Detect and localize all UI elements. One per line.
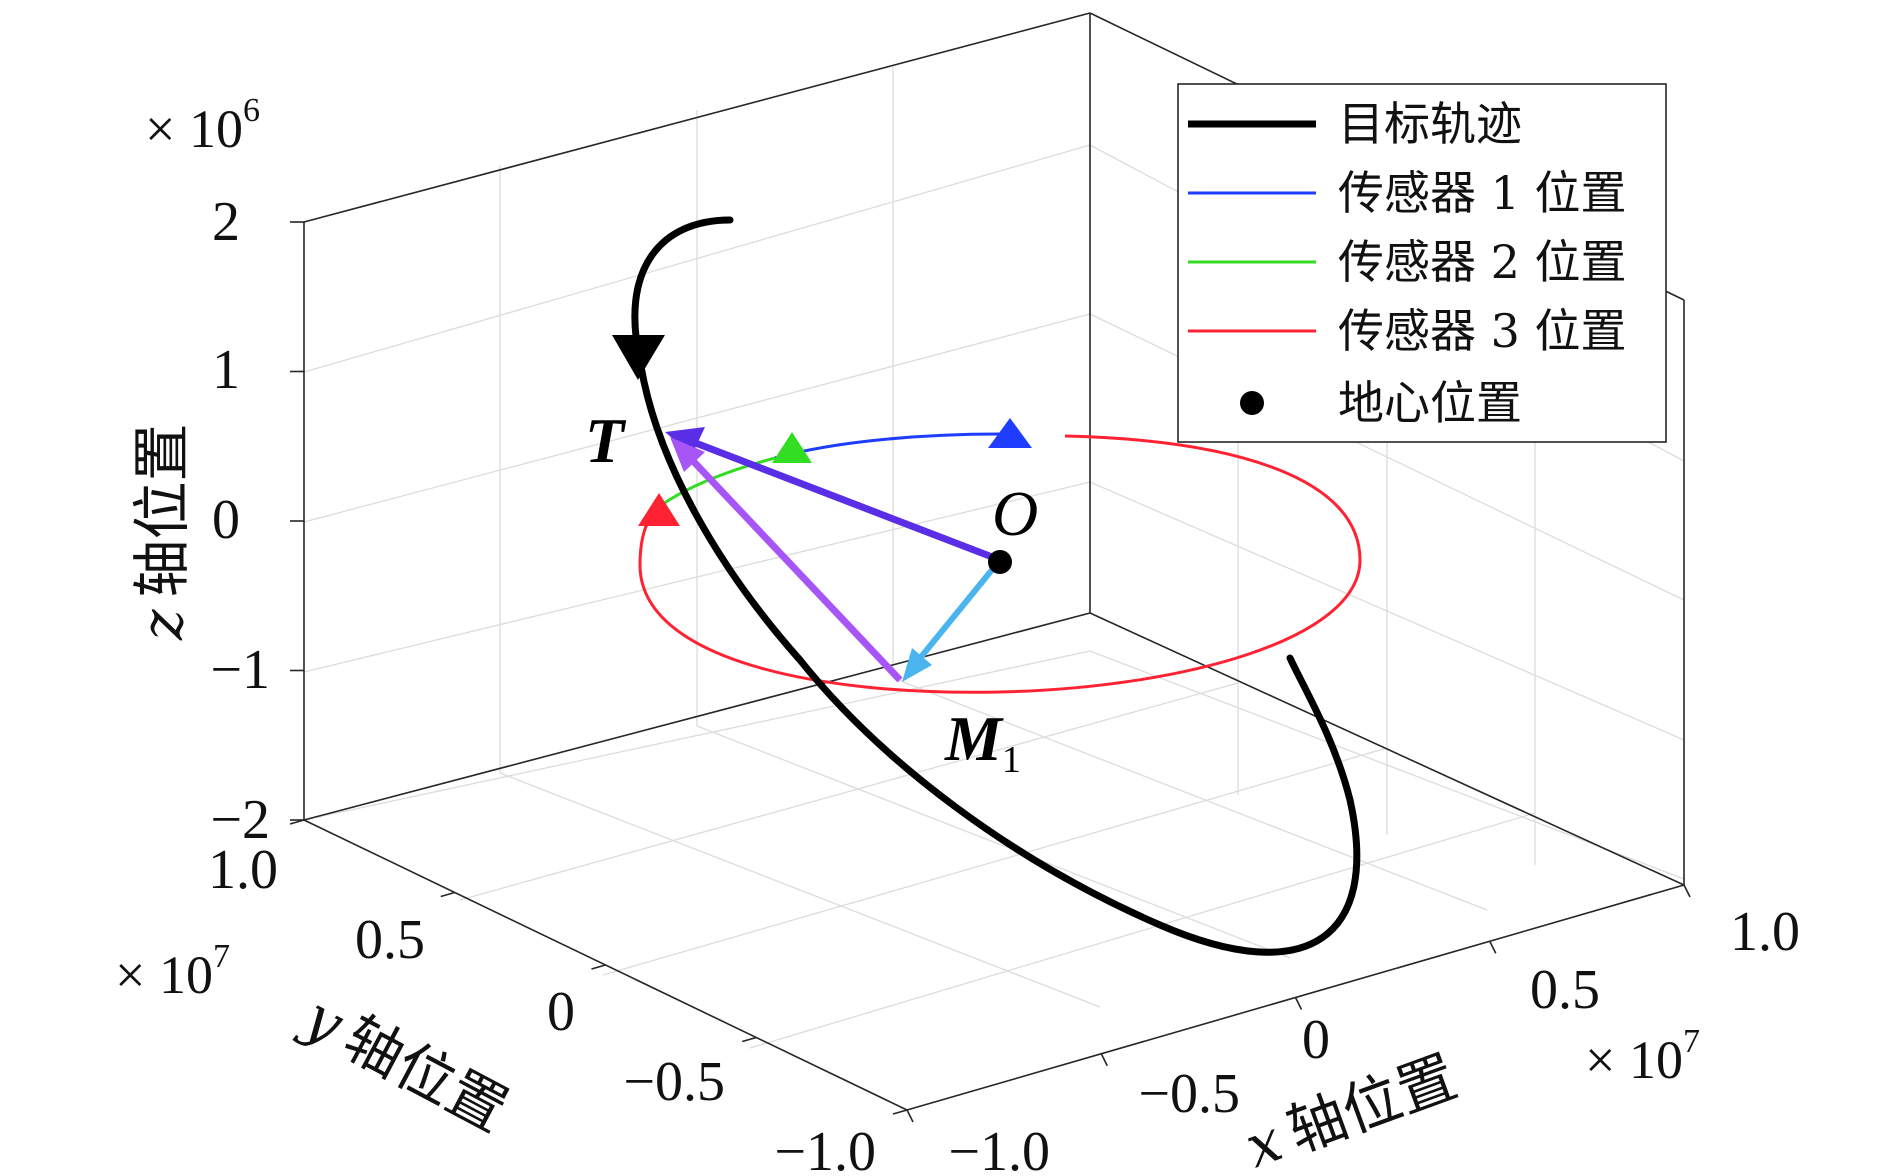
legend-label-target: 目标轨迹	[1338, 97, 1522, 151]
y-axis-multiplier: × 107	[115, 938, 230, 1005]
series-sensor3-orbit	[638, 434, 1362, 694]
x-tick-label: 0.5	[1530, 959, 1600, 1021]
grid-line	[303, 650, 1091, 821]
z-tick-labels: 2 1 0 −1 −2	[210, 191, 270, 851]
y-axis-title: y轴位置	[291, 981, 519, 1145]
axis-edge	[303, 12, 1091, 223]
z-tick-label: −2	[210, 789, 270, 851]
y-tick-label: 0	[547, 981, 575, 1043]
legend: 目标轨迹 传感器 1 位置 传感器 2 位置 传感器 3 位置 地心位置	[1177, 83, 1667, 443]
legend-label-sensor3: 传感器 3 位置	[1338, 304, 1627, 358]
y-tick-labels: 1.0 0.5 0 −0.5 −1.0	[208, 839, 876, 1176]
x-tick-labels: −1.0 −0.5 0 0.5 1.0	[948, 901, 1800, 1176]
sensor1-marker	[988, 418, 1032, 448]
tick-marks	[289, 221, 1691, 1123]
label-M1: M1	[944, 703, 1021, 781]
vector-O-to-M1	[909, 558, 1003, 670]
x-tick-label: 1.0	[1730, 901, 1800, 963]
sensor2-marker	[772, 432, 812, 463]
legend-label-sensor2: 传感器 2 位置	[1338, 235, 1627, 289]
earth-center-dot	[988, 550, 1012, 574]
axis-edge	[303, 612, 1091, 821]
y-tick-label: 0.5	[355, 909, 425, 971]
label-M-subscript: 1	[1002, 739, 1021, 781]
x-tick-label: −1.0	[948, 1121, 1050, 1176]
z-tick-label: 1	[212, 339, 240, 401]
tick-mark	[906, 1109, 914, 1123]
x-tick-label: 0	[1302, 1009, 1330, 1071]
x-tick-label: −0.5	[1138, 1063, 1240, 1125]
tick-mark	[1294, 997, 1303, 1010]
y-tick-label: −0.5	[623, 1051, 725, 1113]
z-tick-label: −1	[210, 639, 270, 701]
tick-mark	[289, 819, 305, 825]
tick-mark	[1489, 940, 1497, 954]
legend-swatch-earth-center	[1240, 391, 1264, 415]
tick-mark	[591, 964, 606, 970]
series-sensor1-orbit	[774, 432, 1001, 460]
vector-O-to-M1-arrowhead	[902, 648, 932, 682]
z-tick-label: 2	[212, 191, 240, 253]
tick-mark	[1683, 884, 1691, 898]
legend-label-earth-center: 地心位置	[1338, 376, 1522, 430]
grid-line	[459, 682, 1239, 901]
grid-line	[602, 747, 1388, 976]
z-tick-label: 0	[212, 489, 240, 551]
label-O: O	[992, 478, 1038, 549]
x-axis-multiplier: × 107	[1585, 1023, 1700, 1090]
tick-mark	[1100, 1053, 1108, 1067]
vector-M1-to-T	[675, 442, 903, 683]
tick-mark	[440, 891, 455, 898]
axis-edge	[1089, 612, 1685, 886]
grid-line	[696, 725, 1291, 959]
label-M: M	[944, 703, 1004, 774]
z-axis-multiplier: × 106	[145, 92, 260, 159]
grid-line	[892, 677, 1488, 911]
tick-mark	[892, 1109, 908, 1115]
grid-line	[499, 772, 1101, 1008]
label-T: T	[585, 405, 627, 476]
x-axis-title: x轴位置	[1237, 1042, 1466, 1176]
y-tick-label: 1.0	[208, 839, 278, 901]
legend-label-sensor1: 传感器 1 位置	[1338, 166, 1627, 220]
z-axis-title: z轴位置	[128, 423, 196, 641]
trajectory-direction-arrow	[612, 335, 665, 380]
sensor3-marker	[638, 493, 680, 526]
vector-O-to-T	[678, 433, 1002, 564]
tick-mark	[742, 1036, 757, 1043]
vector-M1-to-T-arrowhead	[670, 437, 705, 472]
grid-line	[749, 812, 1536, 1049]
y-tick-label: −1.0	[774, 1121, 876, 1176]
axes-box	[303, 12, 1685, 1111]
